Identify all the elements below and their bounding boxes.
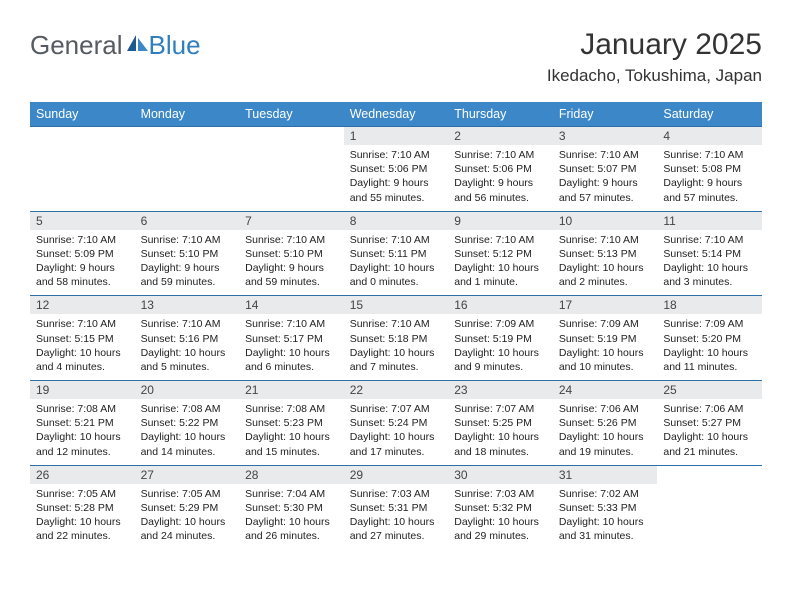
day-detail-row: Sunrise: 7:08 AMSunset: 5:21 PMDaylight:… <box>30 399 762 465</box>
day-detail-cell: Sunrise: 7:10 AMSunset: 5:07 PMDaylight:… <box>553 145 658 211</box>
day-detail-cell: Sunrise: 7:05 AMSunset: 5:29 PMDaylight:… <box>135 484 240 550</box>
day-number-cell: 19 <box>30 381 135 400</box>
weekday-header: Thursday <box>448 102 553 127</box>
day-detail-cell: Sunrise: 7:08 AMSunset: 5:23 PMDaylight:… <box>239 399 344 465</box>
day-number-cell: 17 <box>553 296 658 315</box>
day-detail-cell: Sunrise: 7:10 AMSunset: 5:16 PMDaylight:… <box>135 314 240 380</box>
day-number-cell: 26 <box>30 465 135 484</box>
day-number-row: 567891011 <box>30 211 762 230</box>
day-number-row: 1234 <box>30 127 762 146</box>
day-detail-cell: Sunrise: 7:10 AMSunset: 5:06 PMDaylight:… <box>448 145 553 211</box>
day-detail-cell: Sunrise: 7:07 AMSunset: 5:25 PMDaylight:… <box>448 399 553 465</box>
day-number-cell: 22 <box>344 381 449 400</box>
day-detail-cell <box>239 145 344 211</box>
day-number-cell: 7 <box>239 211 344 230</box>
day-number-cell <box>657 465 762 484</box>
day-detail-cell: Sunrise: 7:10 AMSunset: 5:09 PMDaylight:… <box>30 230 135 296</box>
logo-text-blue: Blue <box>149 30 201 61</box>
day-number-cell <box>30 127 135 146</box>
day-detail-cell: Sunrise: 7:05 AMSunset: 5:28 PMDaylight:… <box>30 484 135 550</box>
day-number-cell: 10 <box>553 211 658 230</box>
day-number-cell: 23 <box>448 381 553 400</box>
day-number-cell: 25 <box>657 381 762 400</box>
day-detail-cell: Sunrise: 7:06 AMSunset: 5:27 PMDaylight:… <box>657 399 762 465</box>
weekday-header: Monday <box>135 102 240 127</box>
calendar-table: SundayMondayTuesdayWednesdayThursdayFrid… <box>30 102 762 549</box>
day-detail-row: Sunrise: 7:05 AMSunset: 5:28 PMDaylight:… <box>30 484 762 550</box>
day-number-cell: 4 <box>657 127 762 146</box>
day-number-cell <box>239 127 344 146</box>
day-number-cell: 27 <box>135 465 240 484</box>
day-number-cell: 1 <box>344 127 449 146</box>
day-number-cell: 3 <box>553 127 658 146</box>
day-detail-cell <box>135 145 240 211</box>
day-number-cell: 5 <box>30 211 135 230</box>
day-detail-cell: Sunrise: 7:10 AMSunset: 5:17 PMDaylight:… <box>239 314 344 380</box>
logo-text-general: General <box>30 30 123 61</box>
day-detail-cell: Sunrise: 7:10 AMSunset: 5:15 PMDaylight:… <box>30 314 135 380</box>
day-detail-row: Sunrise: 7:10 AMSunset: 5:09 PMDaylight:… <box>30 230 762 296</box>
header: General Blue January 2025 Ikedacho, Toku… <box>30 28 762 86</box>
weekday-header: Saturday <box>657 102 762 127</box>
location: Ikedacho, Tokushima, Japan <box>547 66 762 86</box>
weekday-header: Wednesday <box>344 102 449 127</box>
day-detail-cell: Sunrise: 7:03 AMSunset: 5:31 PMDaylight:… <box>344 484 449 550</box>
day-detail-cell: Sunrise: 7:08 AMSunset: 5:21 PMDaylight:… <box>30 399 135 465</box>
day-detail-cell: Sunrise: 7:10 AMSunset: 5:12 PMDaylight:… <box>448 230 553 296</box>
day-detail-cell: Sunrise: 7:07 AMSunset: 5:24 PMDaylight:… <box>344 399 449 465</box>
day-detail-cell: Sunrise: 7:08 AMSunset: 5:22 PMDaylight:… <box>135 399 240 465</box>
day-detail-cell: Sunrise: 7:10 AMSunset: 5:10 PMDaylight:… <box>135 230 240 296</box>
day-detail-cell <box>657 484 762 550</box>
day-detail-cell: Sunrise: 7:06 AMSunset: 5:26 PMDaylight:… <box>553 399 658 465</box>
day-detail-cell: Sunrise: 7:10 AMSunset: 5:18 PMDaylight:… <box>344 314 449 380</box>
day-number-row: 19202122232425 <box>30 381 762 400</box>
weekday-header: Friday <box>553 102 658 127</box>
logo-sail-icon <box>127 35 149 58</box>
day-number-row: 262728293031 <box>30 465 762 484</box>
day-detail-cell: Sunrise: 7:10 AMSunset: 5:11 PMDaylight:… <box>344 230 449 296</box>
day-number-cell: 29 <box>344 465 449 484</box>
day-number-cell: 11 <box>657 211 762 230</box>
day-detail-cell: Sunrise: 7:09 AMSunset: 5:19 PMDaylight:… <box>448 314 553 380</box>
day-number-cell <box>135 127 240 146</box>
day-number-cell: 18 <box>657 296 762 315</box>
day-detail-row: Sunrise: 7:10 AMSunset: 5:15 PMDaylight:… <box>30 314 762 380</box>
day-number-cell: 8 <box>344 211 449 230</box>
day-number-cell: 14 <box>239 296 344 315</box>
day-number-cell: 13 <box>135 296 240 315</box>
weekday-header-row: SundayMondayTuesdayWednesdayThursdayFrid… <box>30 102 762 127</box>
month-title: January 2025 <box>547 28 762 62</box>
day-detail-cell: Sunrise: 7:10 AMSunset: 5:10 PMDaylight:… <box>239 230 344 296</box>
day-detail-cell: Sunrise: 7:02 AMSunset: 5:33 PMDaylight:… <box>553 484 658 550</box>
day-detail-cell: Sunrise: 7:10 AMSunset: 5:08 PMDaylight:… <box>657 145 762 211</box>
title-block: January 2025 Ikedacho, Tokushima, Japan <box>547 28 762 86</box>
day-number-cell: 15 <box>344 296 449 315</box>
day-number-cell: 2 <box>448 127 553 146</box>
calendar-page: General Blue January 2025 Ikedacho, Toku… <box>0 0 792 559</box>
day-detail-cell: Sunrise: 7:10 AMSunset: 5:13 PMDaylight:… <box>553 230 658 296</box>
day-detail-cell <box>30 145 135 211</box>
day-number-cell: 31 <box>553 465 658 484</box>
day-detail-row: Sunrise: 7:10 AMSunset: 5:06 PMDaylight:… <box>30 145 762 211</box>
day-number-row: 12131415161718 <box>30 296 762 315</box>
day-number-cell: 30 <box>448 465 553 484</box>
day-number-cell: 16 <box>448 296 553 315</box>
weekday-header: Tuesday <box>239 102 344 127</box>
day-detail-cell: Sunrise: 7:10 AMSunset: 5:06 PMDaylight:… <box>344 145 449 211</box>
day-detail-cell: Sunrise: 7:09 AMSunset: 5:20 PMDaylight:… <box>657 314 762 380</box>
day-detail-cell: Sunrise: 7:04 AMSunset: 5:30 PMDaylight:… <box>239 484 344 550</box>
day-number-cell: 6 <box>135 211 240 230</box>
day-number-cell: 9 <box>448 211 553 230</box>
day-number-cell: 28 <box>239 465 344 484</box>
day-detail-cell: Sunrise: 7:10 AMSunset: 5:14 PMDaylight:… <box>657 230 762 296</box>
logo: General Blue <box>30 30 201 61</box>
day-number-cell: 20 <box>135 381 240 400</box>
day-number-cell: 21 <box>239 381 344 400</box>
day-detail-cell: Sunrise: 7:03 AMSunset: 5:32 PMDaylight:… <box>448 484 553 550</box>
day-number-cell: 12 <box>30 296 135 315</box>
day-number-cell: 24 <box>553 381 658 400</box>
day-detail-cell: Sunrise: 7:09 AMSunset: 5:19 PMDaylight:… <box>553 314 658 380</box>
weekday-header: Sunday <box>30 102 135 127</box>
